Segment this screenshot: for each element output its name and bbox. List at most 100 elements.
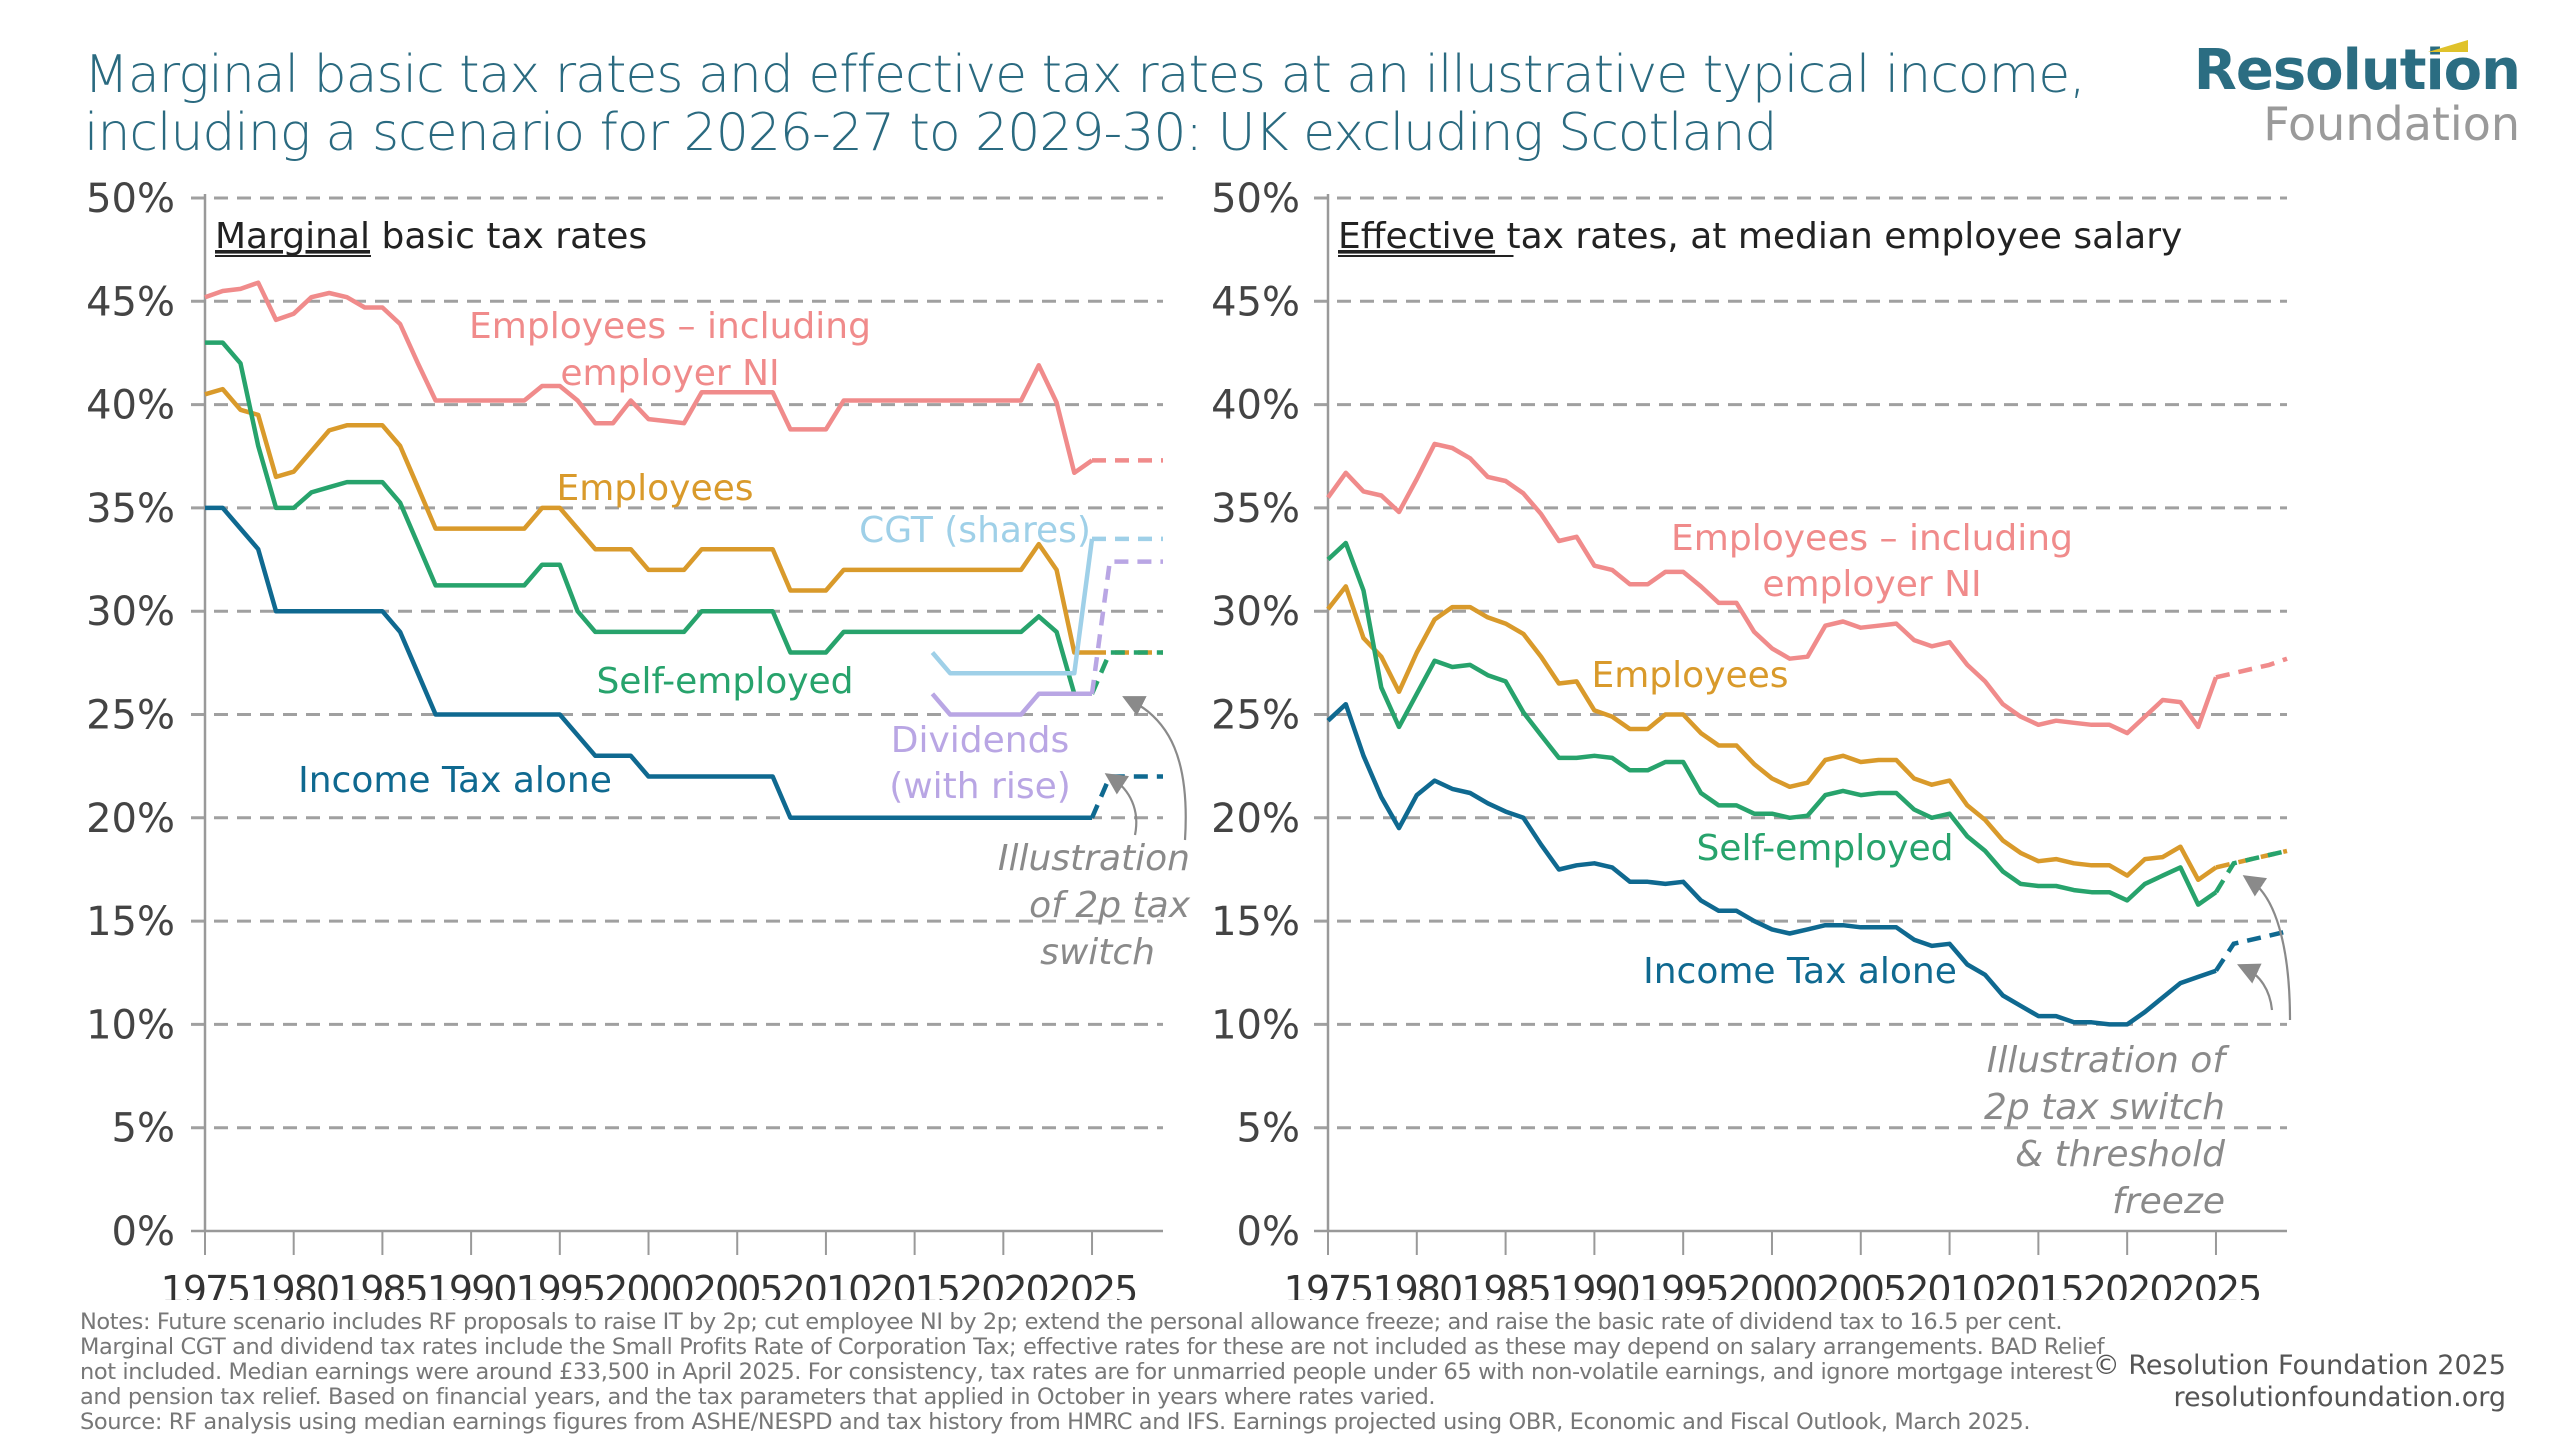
series-line-income_tax (1326, 701, 2217, 1027)
y-tick-label: 35% (1211, 486, 1300, 532)
series-line-employees_incl_ni (204, 280, 1094, 476)
panel-subtitle-rest: basic tax rates (370, 216, 647, 257)
y-tick-label: 50% (86, 176, 175, 222)
series-label-self_employed: Self-employed (596, 661, 853, 702)
y-tick-label: 30% (86, 589, 175, 635)
panel-subtitle: Marginal basic tax rates (215, 216, 647, 257)
series-line-employees (204, 386, 1092, 655)
notes-text: Notes: Future scenario includes RF propo… (80, 1309, 2105, 1410)
series-line-dividends (930, 691, 1092, 717)
y-tick-label: 35% (86, 486, 175, 532)
annotation-arrow (2242, 875, 2292, 1021)
y-tick-label: 10% (1211, 1002, 1300, 1048)
chart-title: Marginal basic tax rates and effective t… (84, 45, 2086, 163)
y-tick-label: 0% (1237, 1209, 1300, 1255)
notes-block: Notes: Future scenario includes RF propo… (80, 1310, 2140, 1435)
x-tick-label: 2015 (1994, 1268, 2083, 1300)
series-label-employees_incl_ni: employer NI (1762, 564, 1981, 605)
x-tick-label: 1975 (161, 1268, 250, 1300)
x-tick-label: 1985 (1461, 1268, 1550, 1300)
annotation-text: freeze (2112, 1181, 2225, 1222)
panel-subtitle-underlined: Effective (1338, 216, 1495, 257)
series-line-self_employed (1326, 540, 2218, 907)
x-tick-label: 2025 (1048, 1268, 1137, 1300)
x-tick-label: 2020 (2083, 1268, 2172, 1300)
series-line-employees_incl_ni (1326, 441, 2219, 736)
annotation-text: & threshold (2015, 1134, 2226, 1175)
y-tick-label: 45% (1211, 279, 1300, 325)
marginal-rates-chart: 0%5%10%15%20%25%30%35%40%45%50%1975 1980 1… (86, 176, 1191, 1300)
series-label-employees_incl_ni: Employees – including (469, 306, 871, 347)
y-tick-label: 20% (1211, 796, 1300, 842)
source-text: Source: RF analysis using median earning… (80, 1409, 2031, 1435)
series-label-income_tax: Income Tax alone (1643, 951, 1957, 992)
annotation-arrow (1104, 773, 1138, 836)
logo-accent-icon (2428, 40, 2468, 52)
x-tick-label: 2010 (1905, 1268, 1994, 1300)
series-projection-dividends (1089, 559, 1163, 695)
annotation-text: Illustration (998, 838, 1190, 879)
x-tick-label: 1995 (515, 1268, 604, 1300)
series-label-income_tax: Income Tax alone (298, 760, 612, 801)
x-tick-label: 1990 (427, 1268, 516, 1300)
series-label-employees: Employees (556, 468, 753, 509)
x-tick-label: 1990 (1550, 1268, 1639, 1300)
x-tick-label: 1975 (1284, 1268, 1373, 1300)
annotation-text: 2p tax switch (1984, 1087, 2225, 1128)
y-tick-label: 40% (1211, 383, 1300, 429)
series-label-employees_incl_ni: employer NI (560, 353, 779, 394)
x-tick-label: 2000 (1728, 1268, 1817, 1300)
annotation-text: Illustration of (1987, 1040, 2231, 1081)
series-label-dividends: (with rise) (889, 766, 1071, 807)
x-tick-label: 1980 (249, 1268, 338, 1300)
x-tick-label: 2005 (693, 1268, 782, 1300)
series-label-self_employed: Self-employed (1696, 828, 1953, 869)
y-tick-label: 20% (86, 796, 175, 842)
y-tick-label: 45% (86, 279, 175, 325)
annotation-text: switch (1040, 932, 1155, 973)
charts-svg: 0%5%10%15%20%25%30%35%40%45%50%1975 1980 1… (86, 176, 2292, 1300)
y-tick-label: 15% (1211, 899, 1300, 945)
x-tick-label: 1995 (1639, 1268, 1728, 1300)
y-tick-label: 10% (86, 1002, 175, 1048)
x-tick-label: 1985 (338, 1268, 427, 1300)
series-label-employees: Employees (1591, 655, 1788, 696)
x-tick-label: 2000 (604, 1268, 693, 1300)
effective-rates-chart: 0%5%10%15%20%25%30%35%40%45%50%1975 1980 1… (1211, 176, 2292, 1300)
series-projection-self_employed (2214, 848, 2288, 894)
y-tick-label: 50% (1211, 176, 1300, 222)
copyright-block: © Resolution Foundation 2025 resolutionf… (2093, 1350, 2506, 1414)
y-tick-label: 30% (1211, 589, 1300, 635)
y-tick-label: 5% (1237, 1106, 1300, 1152)
x-tick-label: 2020 (959, 1268, 1048, 1300)
x-tick-label: 2005 (1816, 1268, 1905, 1300)
x-tick-label: 2010 (782, 1268, 871, 1300)
series-line-cgt (930, 538, 1095, 676)
y-tick-label: 0% (112, 1209, 175, 1255)
series-line-self_employed (205, 340, 1092, 697)
website-text: resolutionfoundation.org (2173, 1382, 2506, 1413)
y-tick-label: 25% (1211, 693, 1300, 739)
series-projection-employees_incl_ni (2215, 656, 2288, 680)
panel-subtitle-underlined: Marginal (215, 216, 370, 257)
x-tick-label: 2015 (870, 1268, 959, 1300)
series-projection-income_tax (2214, 929, 2288, 972)
series-line-income_tax (205, 505, 1092, 821)
panel-subtitle: Effective tax rates, at median employee … (1338, 216, 2182, 257)
y-tick-label: 15% (86, 899, 175, 945)
x-tick-label: 1980 (1372, 1268, 1461, 1300)
series-label-employees_incl_ni: Employees – including (1671, 518, 2073, 559)
annotation-arrow (1122, 696, 1187, 841)
series-line-employees (1326, 584, 2218, 883)
annotation-arrow (2237, 963, 2274, 1011)
copyright-text: © Resolution Foundation 2025 (2092, 1350, 2506, 1381)
y-tick-label: 5% (112, 1106, 175, 1152)
series-label-dividends: Dividends (891, 720, 1069, 761)
panel-subtitle-rest: tax rates, at median employee salary (1495, 216, 2182, 257)
y-tick-label: 25% (86, 693, 175, 739)
logo-line2: Foundation (2263, 97, 2520, 151)
series-label-cgt: CGT (shares) (859, 510, 1091, 551)
y-tick-label: 40% (86, 383, 175, 429)
series-projection-income_tax (1089, 774, 1163, 819)
x-tick-label: 2025 (2172, 1268, 2261, 1300)
